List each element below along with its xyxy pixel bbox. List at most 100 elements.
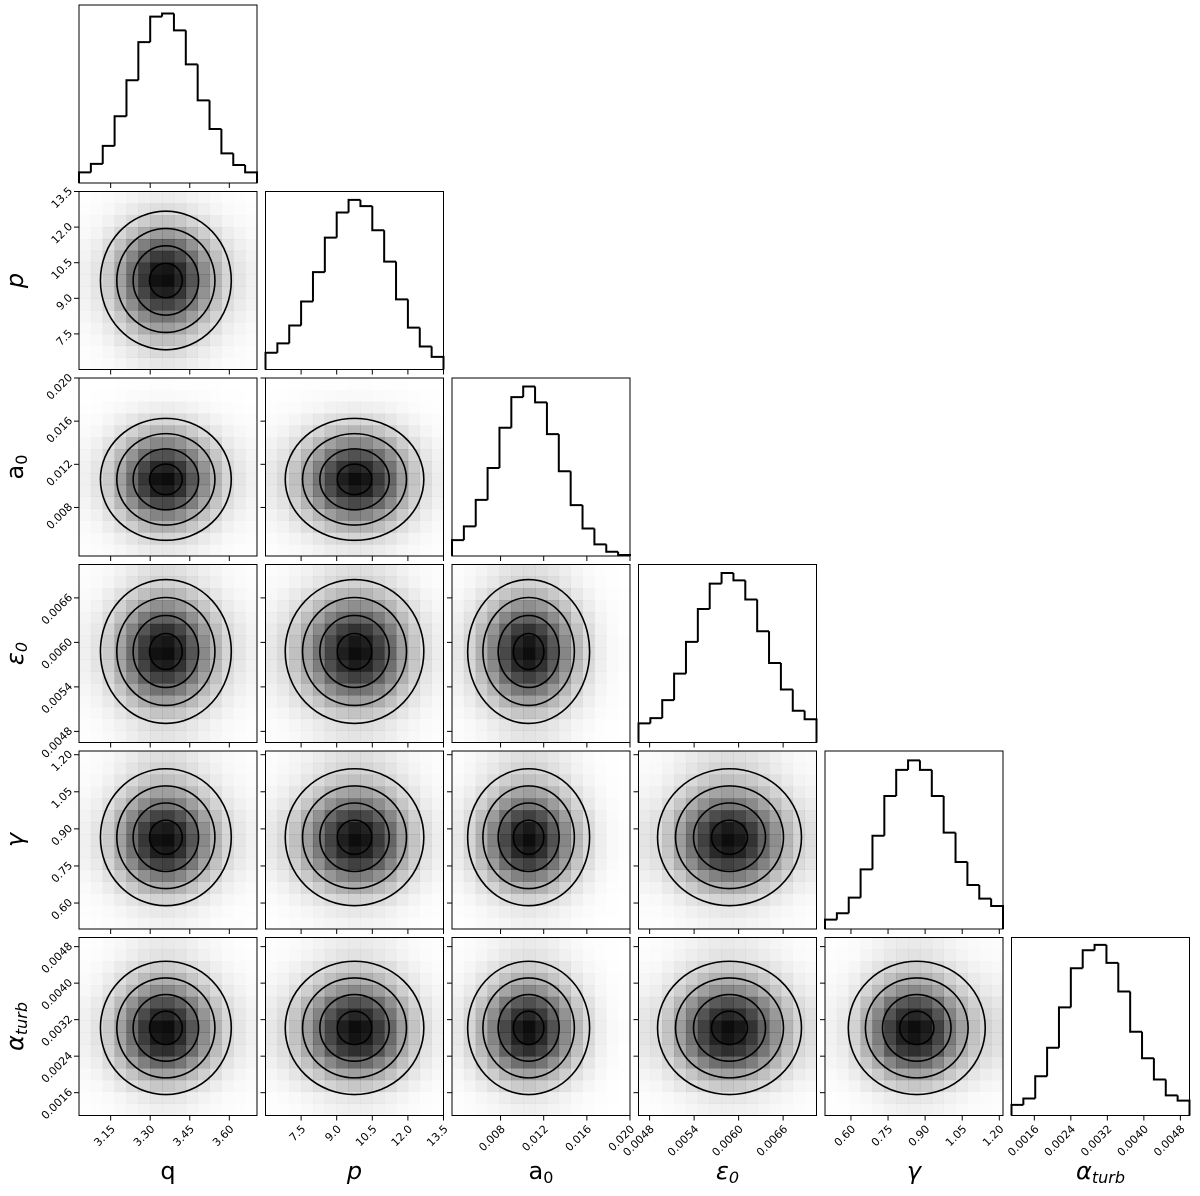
density-cell	[103, 905, 115, 917]
density-cell	[618, 1068, 630, 1080]
density-cell	[138, 286, 151, 299]
density-cell	[991, 961, 1003, 973]
density-cell	[336, 869, 349, 882]
density-cell	[638, 1044, 651, 1057]
density-cell	[185, 1068, 198, 1081]
density-cell	[197, 1020, 210, 1033]
density-cell	[571, 565, 583, 577]
density-cell	[301, 1020, 314, 1033]
density-cell	[523, 786, 536, 799]
contour	[497, 614, 560, 689]
density-cell	[955, 1079, 968, 1093]
density-cell	[464, 905, 476, 917]
density-cell	[348, 683, 361, 696]
density-cell	[407, 659, 421, 672]
density-cell	[138, 378, 150, 390]
axis-label-sub: turb	[1092, 1168, 1125, 1187]
density-cell	[650, 893, 662, 905]
density-cell	[289, 996, 302, 1009]
density-cell	[301, 378, 313, 390]
density-cell	[277, 1104, 289, 1116]
density-cell	[102, 274, 115, 287]
density-cell	[221, 1080, 233, 1092]
density-cell	[115, 544, 127, 556]
x-tick-label: 3.45	[170, 1123, 197, 1150]
density-cell	[432, 787, 444, 799]
density-cell	[245, 1092, 257, 1104]
density-cell	[733, 869, 746, 882]
density-cell	[721, 973, 734, 986]
density-cell	[245, 203, 257, 215]
density-cell	[150, 611, 163, 625]
density-cell	[221, 623, 234, 636]
density-cell	[233, 623, 246, 636]
density-cell	[606, 846, 618, 858]
density-cell	[638, 869, 651, 882]
density-cell	[769, 1056, 782, 1069]
density-cell	[150, 520, 163, 533]
density-cell	[407, 647, 421, 660]
density-cell	[452, 1104, 464, 1116]
density-cell	[793, 893, 805, 905]
density-cell	[757, 798, 770, 811]
density-cell	[102, 461, 115, 474]
density-cell	[662, 1044, 675, 1057]
density-cell	[733, 937, 746, 950]
density-cell	[836, 1044, 850, 1057]
density-cell	[757, 1104, 769, 1116]
density-cell	[475, 1032, 488, 1045]
density-cell	[324, 1044, 337, 1057]
density-cell	[908, 961, 921, 974]
contour	[319, 993, 390, 1063]
contour	[115, 596, 216, 707]
density-cell	[606, 1044, 618, 1056]
histogram-bin	[451, 539, 464, 556]
density-cell	[594, 1020, 607, 1033]
density-cell	[301, 762, 314, 776]
density-cell	[849, 961, 861, 973]
density-cell	[312, 857, 326, 870]
density-cell	[523, 798, 536, 811]
density-cell	[312, 937, 326, 950]
density-cell	[185, 647, 198, 660]
density-cell	[266, 917, 278, 929]
density-cell	[583, 731, 595, 743]
density-cell	[685, 1056, 699, 1069]
density-cell	[606, 882, 618, 894]
density-cell	[233, 310, 246, 323]
density-cell	[173, 564, 187, 577]
density-cell	[150, 262, 163, 275]
density-cell	[102, 822, 115, 835]
density-cell	[360, 905, 373, 918]
density-cell	[384, 751, 397, 764]
contour	[132, 993, 200, 1063]
density-cell	[523, 635, 536, 648]
density-cell	[245, 905, 257, 917]
density-cell	[312, 1091, 326, 1104]
density-cell	[312, 413, 326, 426]
density-cell	[594, 611, 607, 625]
density-cell	[289, 425, 302, 438]
density-cell	[245, 671, 258, 684]
density-cell	[432, 588, 444, 600]
density-cell	[523, 845, 536, 859]
density-cell	[432, 402, 444, 414]
density-cell	[780, 996, 794, 1009]
density-cell	[197, 600, 210, 613]
density-cell	[233, 786, 246, 799]
density-cell	[324, 1103, 337, 1116]
density-cell	[594, 845, 607, 859]
density-cell	[185, 588, 198, 601]
axis-label-main: γ	[1, 831, 29, 847]
density-cell	[336, 706, 349, 720]
density-cell	[312, 472, 326, 486]
density-cell	[138, 869, 151, 882]
histogram-bin	[1164, 1079, 1178, 1097]
density-cell	[324, 659, 337, 672]
contour	[99, 767, 233, 907]
density-cell	[733, 774, 746, 787]
density-cell	[221, 1068, 234, 1081]
density-cell	[384, 762, 397, 776]
histogram-bin	[871, 834, 885, 870]
density-cell	[419, 996, 432, 1009]
